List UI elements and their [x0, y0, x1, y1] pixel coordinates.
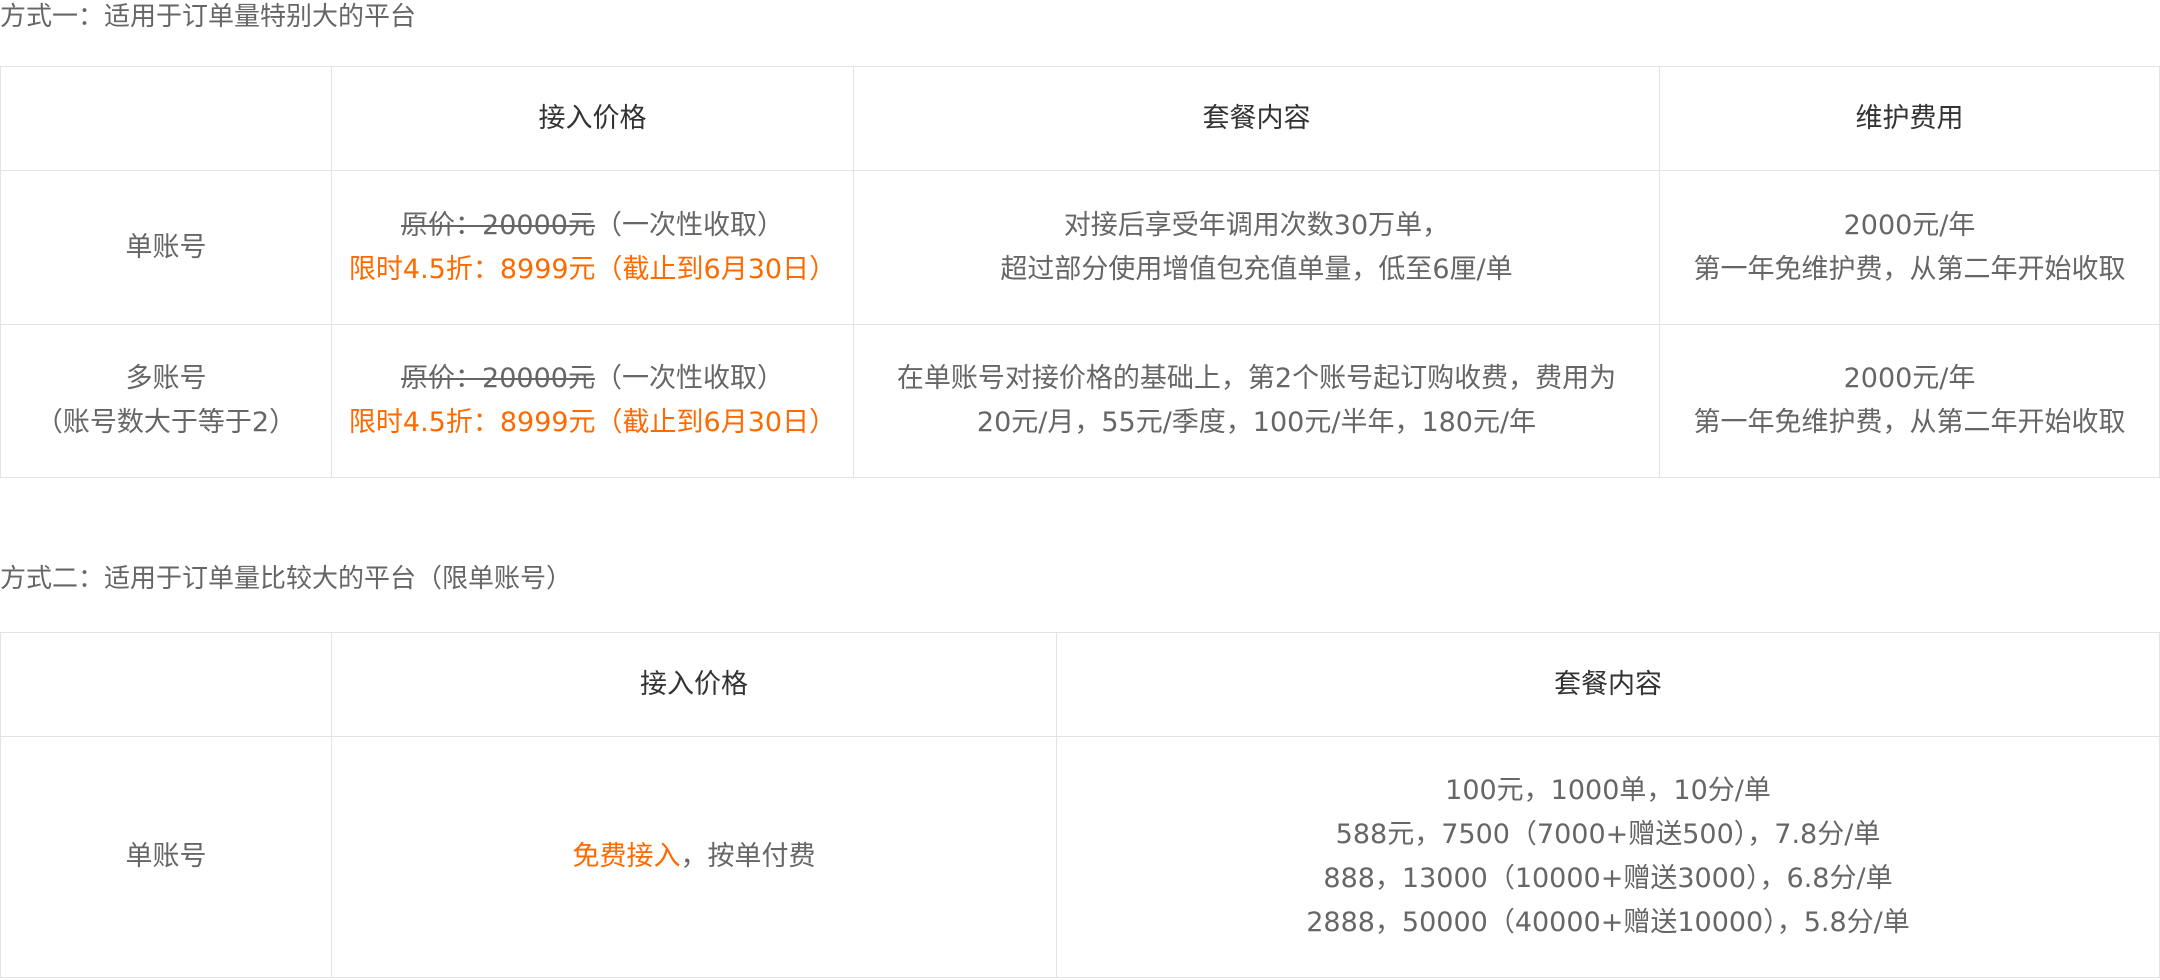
header-cell: 接入价格 [331, 632, 1057, 737]
header-cell: 接入价格 [331, 66, 854, 171]
header-cell: 套餐内容 [853, 66, 1660, 171]
text-line: 单账号 [125, 231, 207, 263]
original-price: 原价：20000元 [401, 363, 595, 394]
maintenance-cell: 2000元/年第一年免维护费，从第二年开始收取 [1659, 170, 2160, 325]
text-line: 888，13000（10000+赠送3000），6.8分/单 [1323, 863, 1893, 894]
text-line: 100元，1000单，10分/单 [1445, 775, 1771, 806]
text-line: 多账号 [125, 363, 207, 394]
section-title: 方式二：适用于订单量比较大的平台（限单账号） [0, 564, 573, 594]
pricing-table: 接入价格 套餐内容 单账号 免费接入，按单付费 100元，1000单，10分/单 58… [0, 632, 2160, 978]
header-cell: 维护费用 [1659, 66, 2160, 171]
text-line: 第一年免维护费，从第二年开始收取 [1693, 253, 2126, 285]
maintenance-cell: 2000元/年第一年免维护费，从第二年开始收取 [1659, 324, 2160, 478]
price-cell: 免费接入，按单付费 [331, 736, 1057, 978]
text-line: 单账号 [125, 841, 207, 872]
content-cell: 对接后享受年调用次数30万单， 超过部分使用增值包充值单量，低至6厘/单 [853, 170, 1660, 325]
price-note: （一次性收取） [594, 363, 784, 394]
text-line: 免费接入，按单付费 [332, 835, 1056, 879]
pricing-table: 接入价格 套餐内容 维护费用 单账号 原价：20000元（一次性收取） 限时4.5折… [0, 66, 2160, 478]
price-note: （一次性收取） [594, 209, 784, 241]
text-line: 对接后享受年调用次数30万单， [1063, 209, 1450, 241]
label-cell: 单账号 [0, 170, 332, 325]
text-line: 20元/月，55元/季度，100元/半年，180元/年 [976, 407, 1537, 438]
text-line: 588元，7500（7000+赠送500），7.8分/单 [1335, 819, 1881, 850]
text-line: 2888，50000（40000+赠送10000），5.8分/单 [1306, 907, 1910, 938]
promo-price: 限时4.5折：8999元（截止到6月30日） [348, 253, 837, 285]
original-price: 原价：20000元 [401, 209, 595, 241]
header-cell [0, 66, 332, 171]
price-note: ，按单付费 [680, 841, 816, 872]
price-cell: 原价：20000元（一次性收取） 限时4.5折：8999元（截止到6月30日） [331, 170, 854, 325]
header-cell [0, 632, 332, 737]
header-cell: 套餐内容 [1056, 632, 2160, 737]
text-line: （账号数大于等于2） [35, 407, 297, 438]
text-line: 在单账号对接价格的基础上，第2个账号起订购收费，费用为 [896, 363, 1617, 394]
text-line: 原价：20000元（一次性收取） [332, 357, 853, 401]
header-row: 接入价格 套餐内容 [0, 632, 2160, 737]
header-row: 接入价格 套餐内容 维护费用 [0, 66, 2160, 171]
text-line: 第一年免维护费，从第二年开始收取 [1693, 407, 2126, 438]
table-row: 单账号 原价：20000元（一次性收取） 限时4.5折：8999元（截止到6月30日… [0, 170, 2160, 325]
promo-price: 限时4.5折：8999元（截止到6月30日） [348, 407, 837, 438]
section-title: 方式一：适用于订单量特别大的平台 [0, 2, 417, 32]
table-row: 多账号 （账号数大于等于2） 原价：20000元（一次性收取） 限时4.5折：8999… [0, 324, 2160, 478]
table-row: 单账号 免费接入，按单付费 100元，1000单，10分/单 588元，7500（70… [0, 736, 2160, 978]
label-cell: 多账号 （账号数大于等于2） [0, 324, 332, 478]
price-cell: 原价：20000元（一次性收取） 限时4.5折：8999元（截止到6月30日） [331, 324, 854, 478]
text-line: 超过部分使用增值包充值单量，低至6厘/单 [1000, 253, 1513, 285]
content-cell: 在单账号对接价格的基础上，第2个账号起订购收费，费用为 20元/月，55元/季度，… [853, 324, 1660, 478]
text-line: 2000元/年 [1843, 363, 1976, 394]
content-cell: 100元，1000单，10分/单 588元，7500（7000+赠送500），7.… [1056, 736, 2160, 978]
label-cell: 单账号 [0, 736, 332, 978]
text-line: 原价：20000元（一次性收取） [332, 204, 853, 248]
highlight: 免费接入 [572, 841, 681, 872]
text-line: 2000元/年 [1843, 209, 1976, 241]
